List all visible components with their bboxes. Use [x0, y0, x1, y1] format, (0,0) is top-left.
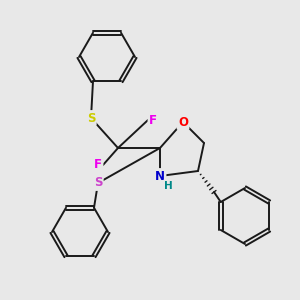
Text: F: F — [149, 113, 157, 127]
Text: F: F — [94, 158, 102, 172]
Text: N: N — [155, 169, 165, 182]
Text: O: O — [178, 116, 188, 128]
Text: H: H — [164, 181, 172, 191]
Text: S: S — [94, 176, 102, 190]
Text: S: S — [87, 112, 95, 124]
